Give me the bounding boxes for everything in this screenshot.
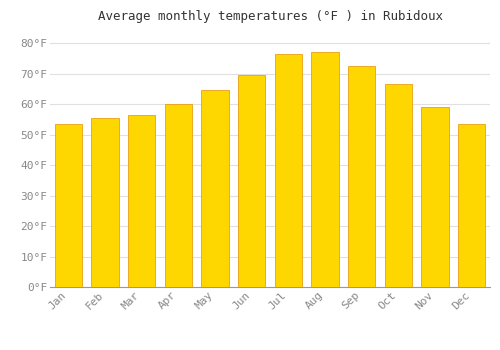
Bar — [128, 115, 156, 287]
Bar — [348, 66, 376, 287]
Bar — [164, 104, 192, 287]
Bar — [201, 90, 229, 287]
Title: Average monthly temperatures (°F ) in Rubidoux: Average monthly temperatures (°F ) in Ru… — [98, 10, 442, 23]
Bar — [274, 54, 302, 287]
Bar — [238, 75, 266, 287]
Bar — [458, 124, 485, 287]
Bar — [311, 52, 339, 287]
Bar — [421, 107, 448, 287]
Bar — [54, 124, 82, 287]
Bar — [91, 118, 119, 287]
Bar — [384, 84, 412, 287]
